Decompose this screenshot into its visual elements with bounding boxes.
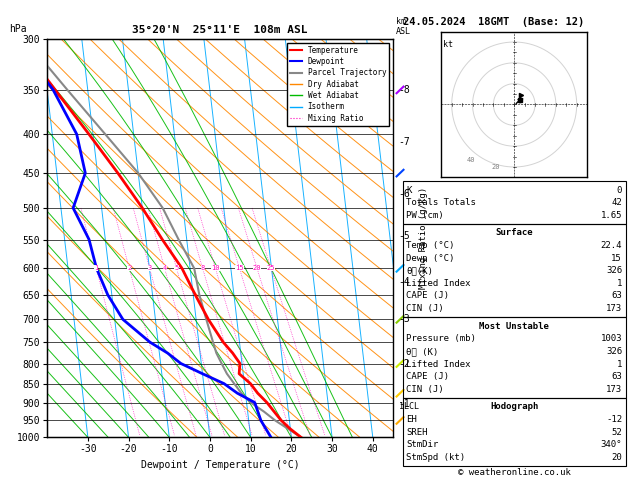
Text: 42: 42: [611, 198, 622, 207]
Text: StmSpd (kt): StmSpd (kt): [406, 453, 465, 462]
Text: km
ASL: km ASL: [396, 17, 411, 36]
Text: Surface: Surface: [496, 228, 533, 237]
Text: Temp (°C): Temp (°C): [406, 241, 455, 250]
Text: -12: -12: [606, 415, 622, 424]
Text: 1: 1: [616, 360, 622, 368]
Text: 173: 173: [606, 385, 622, 394]
Legend: Temperature, Dewpoint, Parcel Trajectory, Dry Adiabat, Wet Adiabat, Isotherm, Mi: Temperature, Dewpoint, Parcel Trajectory…: [287, 43, 389, 125]
Text: 52: 52: [611, 428, 622, 436]
Text: -8: -8: [399, 85, 411, 95]
Text: Totals Totals: Totals Totals: [406, 198, 476, 207]
Text: 4: 4: [162, 265, 167, 271]
Text: 20: 20: [253, 265, 261, 271]
Text: Lifted Index: Lifted Index: [406, 279, 471, 288]
Text: Dewp (°C): Dewp (°C): [406, 254, 455, 262]
Text: 1.65: 1.65: [601, 211, 622, 220]
Text: CIN (J): CIN (J): [406, 304, 444, 313]
Text: 10: 10: [211, 265, 220, 271]
Text: 20: 20: [611, 453, 622, 462]
Text: 20: 20: [491, 164, 499, 170]
Text: -2: -2: [399, 359, 411, 368]
Text: 1LCL: 1LCL: [399, 402, 419, 411]
Text: Most Unstable: Most Unstable: [479, 322, 549, 330]
Text: StmDir: StmDir: [406, 440, 438, 449]
Text: 173: 173: [606, 304, 622, 313]
Text: -1: -1: [399, 399, 411, 409]
Text: -7: -7: [399, 137, 411, 147]
Text: Hodograph: Hodograph: [490, 402, 538, 411]
Text: 5: 5: [174, 265, 179, 271]
Text: EH: EH: [406, 415, 417, 424]
Text: 1: 1: [94, 265, 98, 271]
Text: 2: 2: [127, 265, 131, 271]
Text: PW (cm): PW (cm): [406, 211, 444, 220]
Text: Lifted Index: Lifted Index: [406, 360, 471, 368]
Text: -3: -3: [399, 314, 411, 324]
Text: 326: 326: [606, 266, 622, 275]
Text: -4: -4: [399, 277, 411, 287]
Text: SREH: SREH: [406, 428, 428, 436]
X-axis label: Dewpoint / Temperature (°C): Dewpoint / Temperature (°C): [141, 460, 299, 470]
Text: Mixing Ratio (g/kg): Mixing Ratio (g/kg): [419, 187, 428, 289]
Text: 15: 15: [235, 265, 243, 271]
Text: θᴄ (K): θᴄ (K): [406, 347, 438, 356]
Text: 15: 15: [611, 254, 622, 262]
Text: 63: 63: [611, 292, 622, 300]
Text: -5: -5: [399, 231, 411, 242]
Text: 8: 8: [201, 265, 205, 271]
Text: hPa: hPa: [9, 24, 27, 34]
Text: 0: 0: [616, 186, 622, 194]
Text: -6: -6: [399, 190, 411, 199]
Text: CAPE (J): CAPE (J): [406, 292, 449, 300]
Text: © weatheronline.co.uk: © weatheronline.co.uk: [458, 468, 571, 477]
Text: 24.05.2024  18GMT  (Base: 12): 24.05.2024 18GMT (Base: 12): [403, 17, 584, 27]
Text: 326: 326: [606, 347, 622, 356]
Text: kt: kt: [443, 40, 454, 49]
Text: Pressure (mb): Pressure (mb): [406, 334, 476, 343]
Text: 22.4: 22.4: [601, 241, 622, 250]
Text: 25: 25: [267, 265, 276, 271]
Text: 1: 1: [616, 279, 622, 288]
Text: 3: 3: [148, 265, 152, 271]
Text: K: K: [406, 186, 412, 194]
Text: CIN (J): CIN (J): [406, 385, 444, 394]
Text: θᴄ(K): θᴄ(K): [406, 266, 433, 275]
Text: 340°: 340°: [601, 440, 622, 449]
Title: 35°20'N  25°11'E  108m ASL: 35°20'N 25°11'E 108m ASL: [132, 25, 308, 35]
Text: 63: 63: [611, 372, 622, 381]
Text: CAPE (J): CAPE (J): [406, 372, 449, 381]
Text: 40: 40: [466, 157, 475, 163]
Text: 1003: 1003: [601, 334, 622, 343]
